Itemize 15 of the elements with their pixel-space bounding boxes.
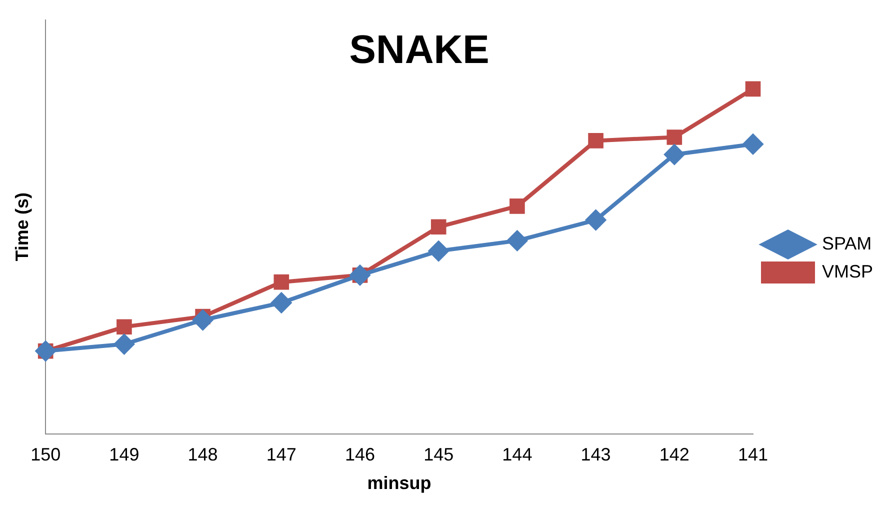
x-tick-label: 150 — [30, 444, 61, 465]
x-tick-label: 146 — [344, 444, 376, 465]
x-tick-label: 144 — [502, 444, 532, 465]
x-tick-label: 143 — [580, 444, 611, 465]
x-tick-label: 141 — [738, 444, 768, 465]
x-axis-title: minsup — [367, 473, 432, 494]
x-tick-label: 142 — [659, 444, 690, 465]
x-tick-label: 145 — [424, 444, 454, 465]
chart-title: SNAKE — [349, 28, 490, 72]
x-tick-label: 147 — [266, 444, 296, 465]
legend-label: VMSP — [822, 261, 874, 282]
y-axis-title: Time (s) — [12, 192, 32, 262]
legend-label: SPAM — [822, 233, 872, 254]
x-tick-label: 149 — [109, 444, 140, 465]
x-tick-label: 148 — [188, 444, 218, 465]
